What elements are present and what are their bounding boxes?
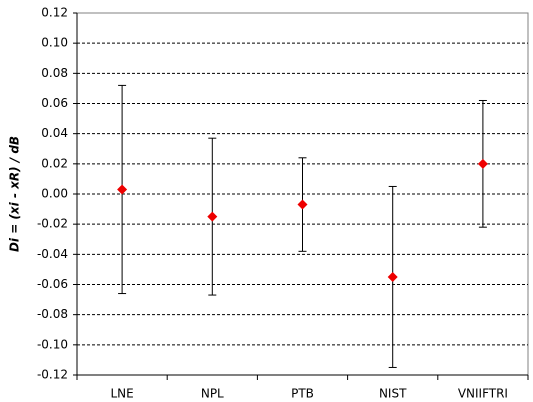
x-tick-label: PTB <box>291 387 314 401</box>
y-tick-label: 0.00 <box>41 187 68 201</box>
x-tick-label: NPL <box>201 387 224 401</box>
x-tick-label: VNIIFTRI <box>458 387 508 401</box>
y-tick-label: -0.02 <box>37 217 68 231</box>
y-tick-label: 0.02 <box>41 156 68 170</box>
marker <box>387 271 398 282</box>
y-tick-label: 0.04 <box>41 126 68 140</box>
marker <box>297 199 308 210</box>
y-tick-label: -0.12 <box>37 368 68 382</box>
marker <box>207 211 218 222</box>
y-tick-label: -0.08 <box>37 307 68 321</box>
y-tick-label: -0.06 <box>37 277 68 291</box>
marker <box>477 158 488 169</box>
y-tick-label: 0.06 <box>41 96 68 110</box>
y-tick-label: -0.10 <box>37 337 68 351</box>
y-tick-label: 0.08 <box>41 66 68 80</box>
y-tick-label: 0.10 <box>41 36 68 50</box>
marker <box>117 184 128 195</box>
y-tick-label: -0.04 <box>37 247 68 261</box>
x-tick-label: NIST <box>379 387 407 401</box>
y-tick-label: 0.12 <box>41 6 68 20</box>
y-axis-label: Di = (xi - xR) / dB <box>8 136 22 252</box>
x-tick-label: LNE <box>110 387 133 401</box>
